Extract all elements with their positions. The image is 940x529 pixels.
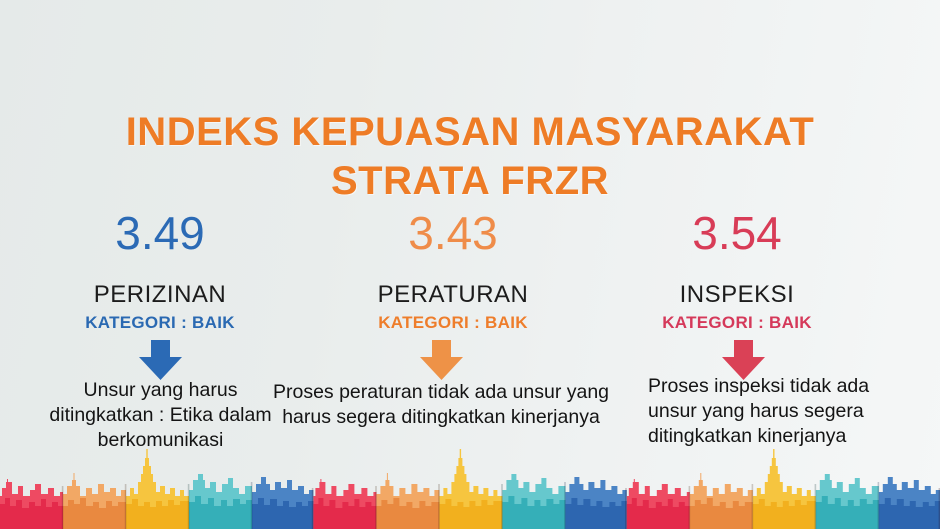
- down-arrow-icon: [321, 340, 585, 380]
- stat-column-perizinan: 3.49 PERIZINAN KATEGORI : BAIK: [28, 206, 292, 380]
- segment-edge-shadow: [938, 488, 940, 529]
- skyline-red-front: [626, 498, 690, 529]
- skyline-orange-front: [376, 498, 440, 529]
- stat-column-peraturan: 3.43 PERATURAN KATEGORI : BAIK: [321, 206, 585, 380]
- down-arrow-shape: [419, 340, 463, 380]
- score-value: 3.54: [692, 207, 782, 259]
- note-text-inspeksi: Proses inspeksi tidak ada unsur yang har…: [648, 375, 870, 447]
- segment-edge-shadow: [438, 484, 440, 529]
- skyline-cycle: [626, 449, 940, 529]
- score-label: PERATURAN: [377, 281, 529, 308]
- down-arrow-icon: [605, 340, 869, 380]
- score-value: 3.49: [115, 207, 205, 259]
- segment-edge-shadow: [564, 482, 566, 529]
- segment-edge-shadow: [688, 486, 691, 529]
- segment-edge-shadow: [814, 484, 817, 529]
- score-label: INSPEKSI: [679, 281, 795, 308]
- down-arrow-shape: [721, 340, 765, 380]
- skyline-orange-front: [63, 498, 126, 529]
- skyline-yellow-front: [752, 499, 816, 529]
- stat-column-inspeksi: 3.54 INSPEKSI KATEGORI : BAIK: [605, 206, 869, 380]
- skyline-red-front: [0, 498, 63, 529]
- segment-edge-shadow: [501, 484, 503, 529]
- segment-edge-shadow: [61, 486, 64, 529]
- down-arrow-icon: [28, 340, 292, 380]
- city-skyline-graphic: [0, 449, 940, 529]
- score-value: 3.43: [408, 207, 498, 259]
- skyline-teal-front: [815, 496, 879, 529]
- skyline-teal-front: [189, 496, 252, 529]
- skyline-teal-front: [502, 496, 566, 529]
- page-title-line1: INDEKS KEPUASAN MASYARAKAT: [125, 110, 815, 154]
- note-text-perizinan: Unsur yang harus ditingkatkan : Etika da…: [49, 379, 272, 451]
- segment-edge-shadow: [124, 484, 127, 529]
- segment-edge-shadow: [751, 484, 754, 529]
- down-arrow-shape: [138, 340, 182, 380]
- category-badge: KATEGORI : BAIK: [85, 313, 235, 332]
- segment-edge-shadow: [250, 482, 253, 529]
- skyline-blue-front: [565, 498, 627, 529]
- page-title-line2: STRATA FRZR: [330, 159, 610, 203]
- category-badge: KATEGORI : BAIK: [378, 313, 528, 332]
- note-text-peraturan: Proses peraturan tidak ada unsur yang ha…: [272, 381, 610, 428]
- segment-edge-shadow: [187, 484, 190, 529]
- skyline-orange-front: [689, 498, 753, 529]
- skyline-red-front: [313, 498, 377, 529]
- skyline-blue-front: [252, 498, 314, 529]
- skyline-blue-front: [878, 498, 940, 529]
- segment-edge-shadow: [311, 488, 314, 529]
- page-title: INDEKS KEPUASAN MASYARAKAT STRATA FRZR: [0, 108, 940, 206]
- segment-edge-shadow: [877, 482, 880, 529]
- segment-edge-shadow: [625, 488, 627, 529]
- score-label: PERIZINAN: [93, 281, 227, 308]
- skyline-cycle: [0, 449, 314, 529]
- category-badge: KATEGORI : BAIK: [662, 313, 812, 332]
- skyline-yellow-front: [439, 499, 503, 529]
- skyline-cycle: [313, 449, 627, 529]
- skyline-yellow-front: [126, 499, 189, 529]
- segment-edge-shadow: [375, 486, 377, 529]
